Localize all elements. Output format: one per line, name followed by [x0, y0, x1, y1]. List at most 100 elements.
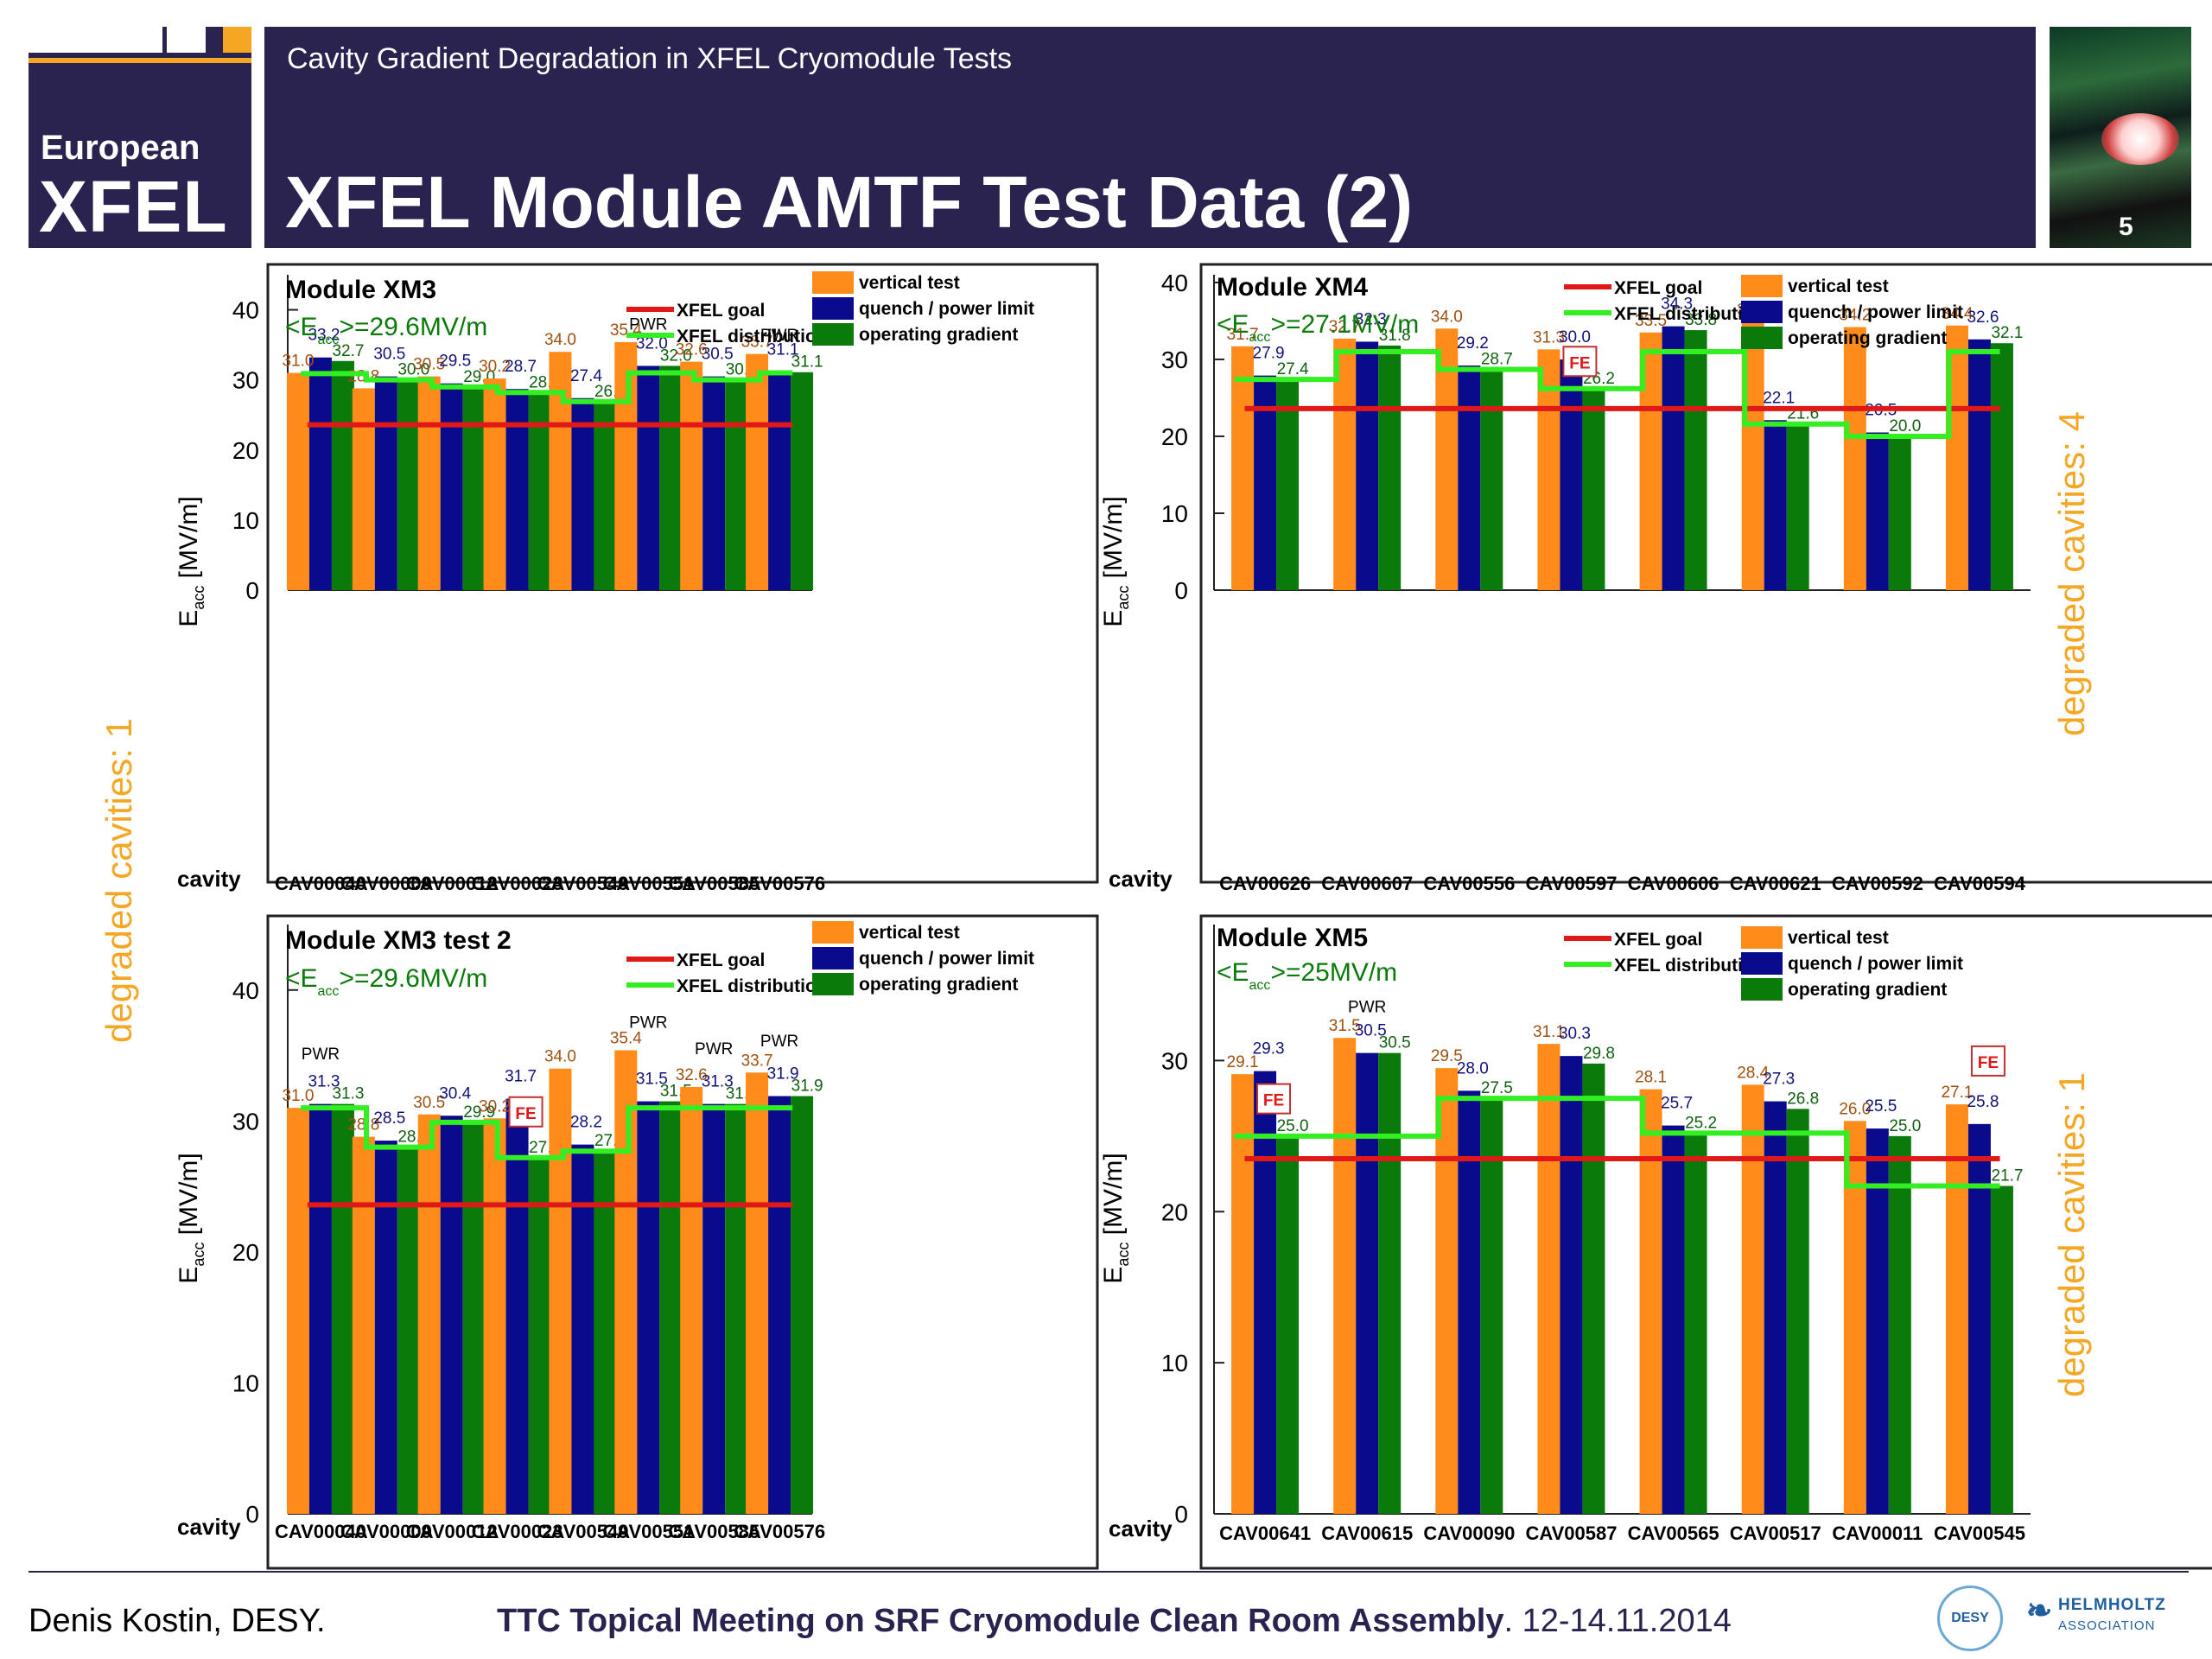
value-label-vertical: 34.4 [1941, 305, 1973, 323]
bar-operating-gradient [397, 1147, 420, 1514]
legend-vertical-swatch [1741, 926, 1783, 949]
bar-quench-limit [637, 1101, 660, 1514]
value-label-operating: 29.9 [463, 1103, 495, 1122]
bar-operating-gradient [1480, 369, 1503, 590]
legend-operating-label: operating gradient [859, 975, 1018, 995]
pwr-annotation: PWR [302, 1046, 340, 1064]
value-label-vertical: 29.5 [1431, 1047, 1463, 1065]
bar-operating-gradient [1684, 1133, 1707, 1514]
bar-quench-limit [637, 365, 660, 590]
bar-vertical-test [614, 1050, 638, 1514]
y-axis-label: Eacc [MV/m] [175, 1153, 207, 1283]
y-axis-label-sub: acc [1115, 586, 1132, 610]
fe-badge [1562, 346, 1598, 378]
legend-operating-swatch [812, 973, 854, 995]
bar-operating-gradient [594, 401, 617, 590]
fe-annotation: FE [1263, 1092, 1284, 1110]
logo-stripe [29, 27, 162, 53]
helmholtz-sub-text: ASSOCIATION [2058, 1618, 2156, 1633]
legend-vertical-swatch [812, 921, 854, 944]
chart-title: Module XM4 [1217, 273, 1368, 302]
y-axis-label-sub: acc [190, 586, 207, 610]
legend-operating-swatch [1741, 978, 1783, 1001]
bar-vertical-test [549, 1068, 572, 1514]
value-label-quench: 25.7 [1661, 1095, 1693, 1113]
value-label-quench: 28.7 [505, 358, 537, 376]
y-tick-label: 40 [232, 297, 259, 324]
y-tick-label: 20 [1161, 1198, 1188, 1225]
y-tick-label: 0 [1174, 577, 1188, 604]
y-tick-label: 10 [1161, 500, 1188, 527]
category-label: CAV00585 [668, 1521, 760, 1542]
bar-operating-gradient [1276, 1135, 1300, 1514]
legend-vertical-label: vertical test [1788, 928, 1889, 948]
legend-vertical-swatch [1741, 275, 1783, 297]
bar-vertical-test [1231, 346, 1255, 590]
logo-orange-square [223, 27, 251, 53]
bar-operating-gradient [331, 1103, 354, 1514]
bar-quench-limit [1764, 420, 1787, 590]
value-label-quench: 31.3 [702, 1073, 734, 1091]
y-axis-label: Eacc [MV/m] [1099, 1153, 1132, 1283]
value-label-operating: 31.9 [791, 1077, 823, 1096]
pwr-annotation: PWR [629, 1014, 667, 1033]
footer-author: Denis Kostin, DESY. [29, 1603, 326, 1639]
bar-quench-limit [440, 383, 463, 590]
value-label-operating: 29.8 [1583, 1045, 1615, 1063]
value-label-vertical: 32.7 [1329, 318, 1361, 336]
legend-vertical-label: vertical test [859, 273, 960, 293]
bar-operating-gradient [1990, 1185, 2013, 1514]
value-label-operating: 20.0 [1889, 417, 1921, 435]
bar-quench-limit [1967, 339, 1991, 590]
category-label: CAV00594 [1934, 873, 2026, 894]
value-label-quench: 30.5 [1355, 1022, 1387, 1040]
fe-badge [508, 1096, 543, 1128]
bar-quench-limit [1662, 1125, 1685, 1514]
category-label: CAV00040 [275, 873, 366, 894]
logo-orange-line [29, 58, 251, 63]
value-label-quench: 32.6 [1967, 308, 1999, 327]
bar-vertical-test [352, 388, 375, 590]
y-axis-label-unit: [MV/m] [1099, 1153, 1128, 1242]
y-tick-label: 0 [245, 577, 259, 604]
value-label-operating: 31.1 [791, 353, 823, 372]
bar-vertical-test [1639, 1089, 1662, 1514]
mean-label-sub: acc [1249, 978, 1271, 993]
pwr-annotation: PWR [695, 1040, 733, 1058]
category-label: CAV00587 [1525, 1522, 1617, 1544]
bar-operating-gradient [1990, 343, 2013, 590]
bar-quench-limit [1356, 341, 1379, 590]
legend-quench-swatch [1741, 952, 1783, 975]
footer-meeting-title: TTC Topical Meeting on SRF Cryomodule Cl… [497, 1603, 1504, 1639]
title-band: Cavity Gradient Degradation in XFEL Cryo… [264, 27, 2036, 248]
chart-title: Module XM3 [285, 276, 436, 304]
category-label: CAV00551 [602, 1521, 694, 1542]
value-label-operating: 27.5 [1481, 1079, 1513, 1097]
chart-title: Module XM5 [1217, 924, 1368, 952]
value-label-quench: 32.0 [636, 334, 668, 353]
bar-vertical-test [1231, 1074, 1255, 1514]
category-label: CAV00009 [340, 1521, 432, 1542]
light-glow [2101, 113, 2179, 165]
value-label-vertical: 30.5 [413, 356, 445, 374]
bar-quench-limit [768, 372, 791, 590]
desy-logo: DESY [1937, 1586, 2003, 1651]
value-label-vertical: 27.1 [1941, 1084, 1973, 1102]
mean-label-suffix: >=29.6MV/m [339, 313, 487, 341]
bar-vertical-test [483, 378, 506, 590]
value-label-vertical: 30.2 [479, 358, 511, 376]
value-label-quench: 27.3 [1763, 1071, 1795, 1089]
bar-quench-limit [308, 1103, 332, 1514]
value-label-quench: 28.0 [1457, 1059, 1489, 1077]
value-label-operating: 32.0 [660, 346, 692, 365]
category-label: CAV00023 [472, 873, 563, 894]
legend-quench-label: quench / power limit [1788, 302, 1963, 322]
bar-vertical-test [680, 361, 703, 590]
value-label-operating: 32.1 [1991, 324, 2023, 342]
value-label-operating: 30.5 [1379, 1034, 1411, 1052]
y-tick-label: 20 [1161, 423, 1188, 450]
mean-label-prefix: <E [285, 964, 318, 993]
x-axis-label: cavity [1109, 1516, 1173, 1541]
bar-vertical-test [1741, 1084, 1764, 1514]
